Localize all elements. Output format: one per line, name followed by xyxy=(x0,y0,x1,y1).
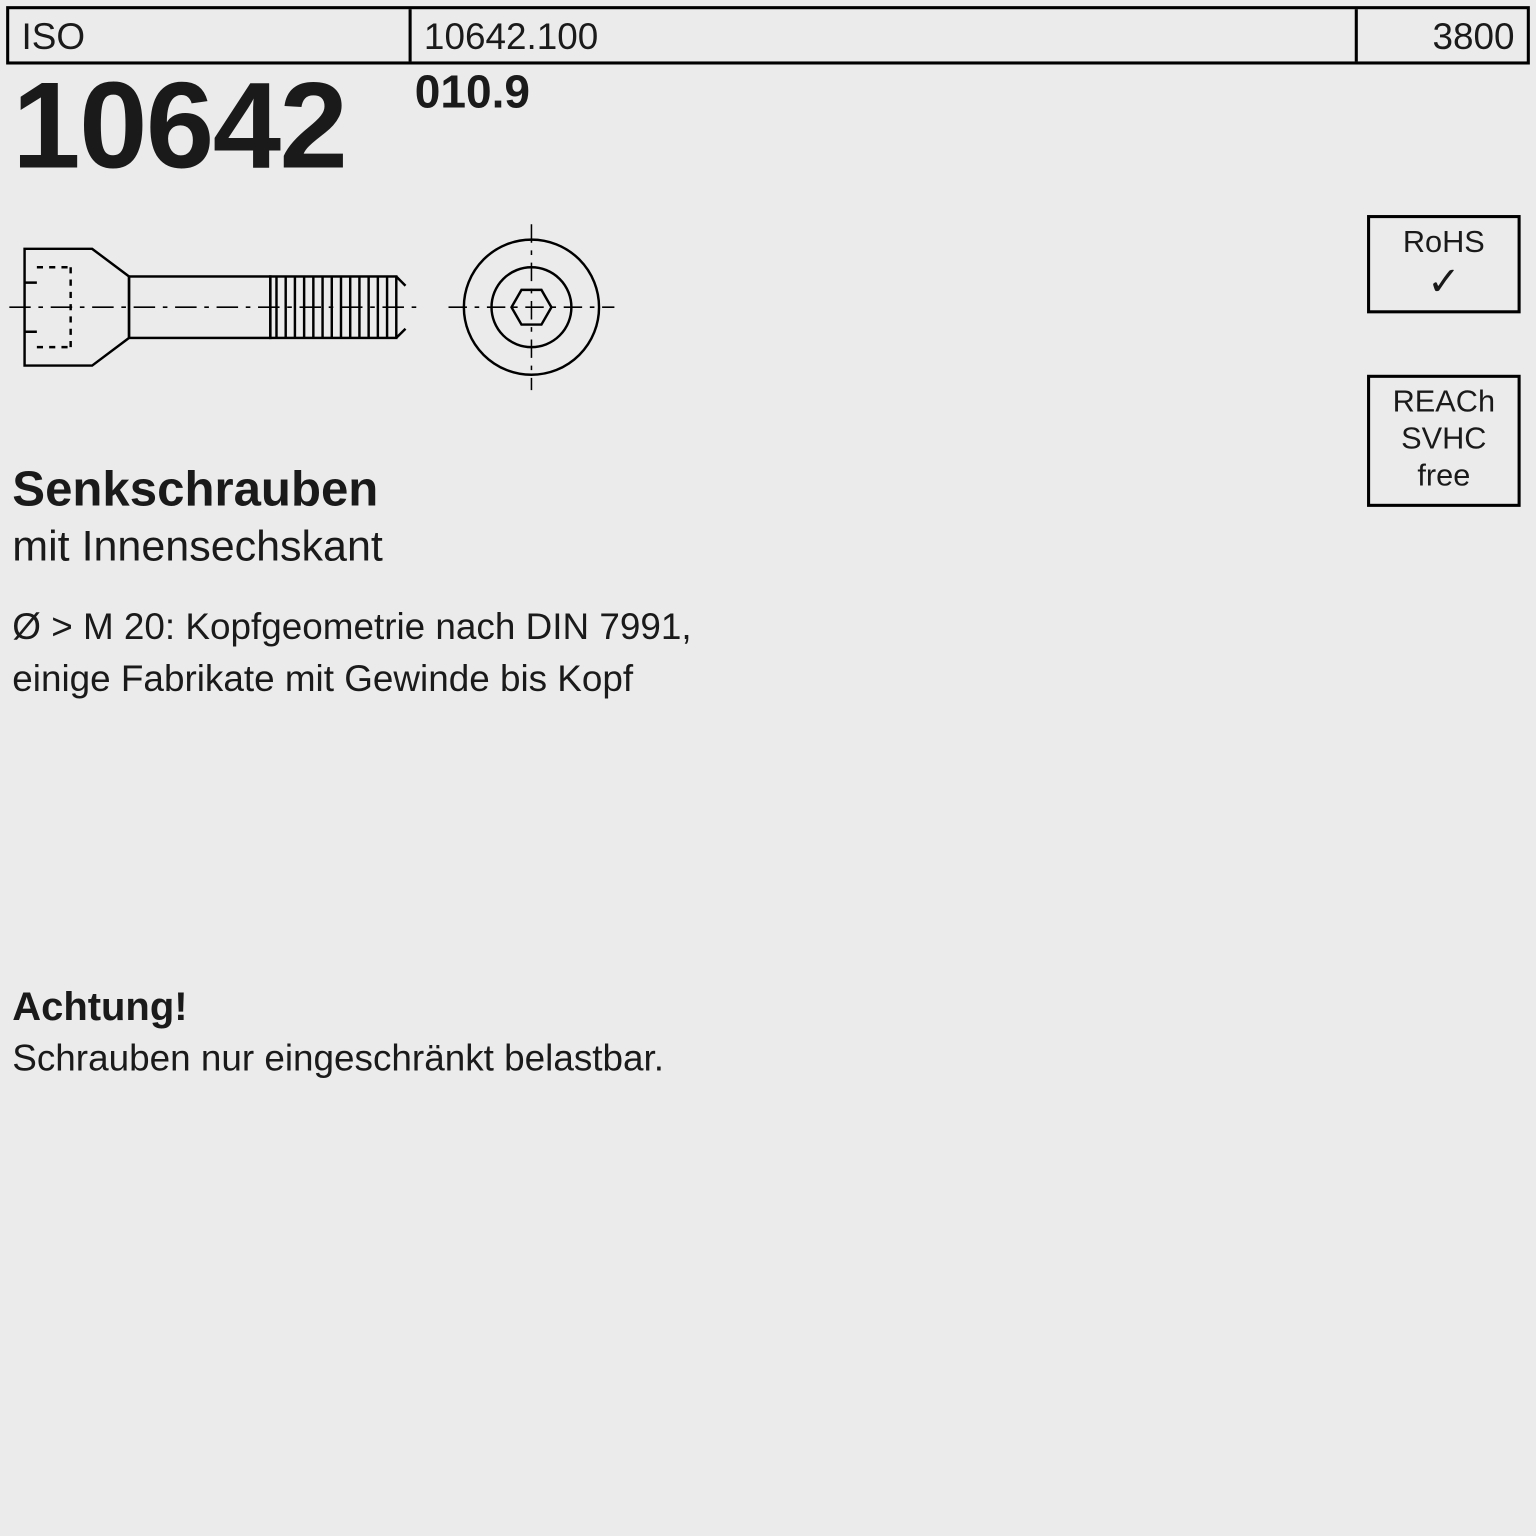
warning-heading: Achtung! xyxy=(12,983,187,1031)
product-title-1: Senkschrauben xyxy=(12,461,378,518)
header-left: ISO xyxy=(9,9,411,61)
product-title-2: mit Innensechskant xyxy=(12,522,383,571)
note-line-2: einige Fabrikate mit Gewinde bis Kopf xyxy=(12,659,633,700)
reach-line-2: SVHC xyxy=(1373,421,1514,458)
check-icon: ✓ xyxy=(1373,261,1514,301)
note-line-1: Ø > M 20: Kopfgeometrie nach DIN 7991, xyxy=(12,607,691,648)
warning-body: Schrauben nur eingeschränkt belastbar. xyxy=(12,1038,664,1081)
rohs-badge: RoHS ✓ xyxy=(1367,215,1521,313)
rohs-label: RoHS xyxy=(1373,224,1514,261)
strength-grade: 010.9 xyxy=(415,68,530,120)
header-right: 3800 xyxy=(1358,9,1527,61)
head-geometry-note: Ø > M 20: Kopfgeometrie nach DIN 7991, e… xyxy=(12,602,691,706)
reach-line-1: REACh xyxy=(1373,384,1514,421)
reach-badge: REACh SVHC free xyxy=(1367,375,1521,507)
reach-line-3: free xyxy=(1373,458,1514,495)
standard-number: 10642 xyxy=(12,55,346,196)
screw-drawing xyxy=(9,215,654,399)
header-middle: 10642.100 xyxy=(412,9,1358,61)
